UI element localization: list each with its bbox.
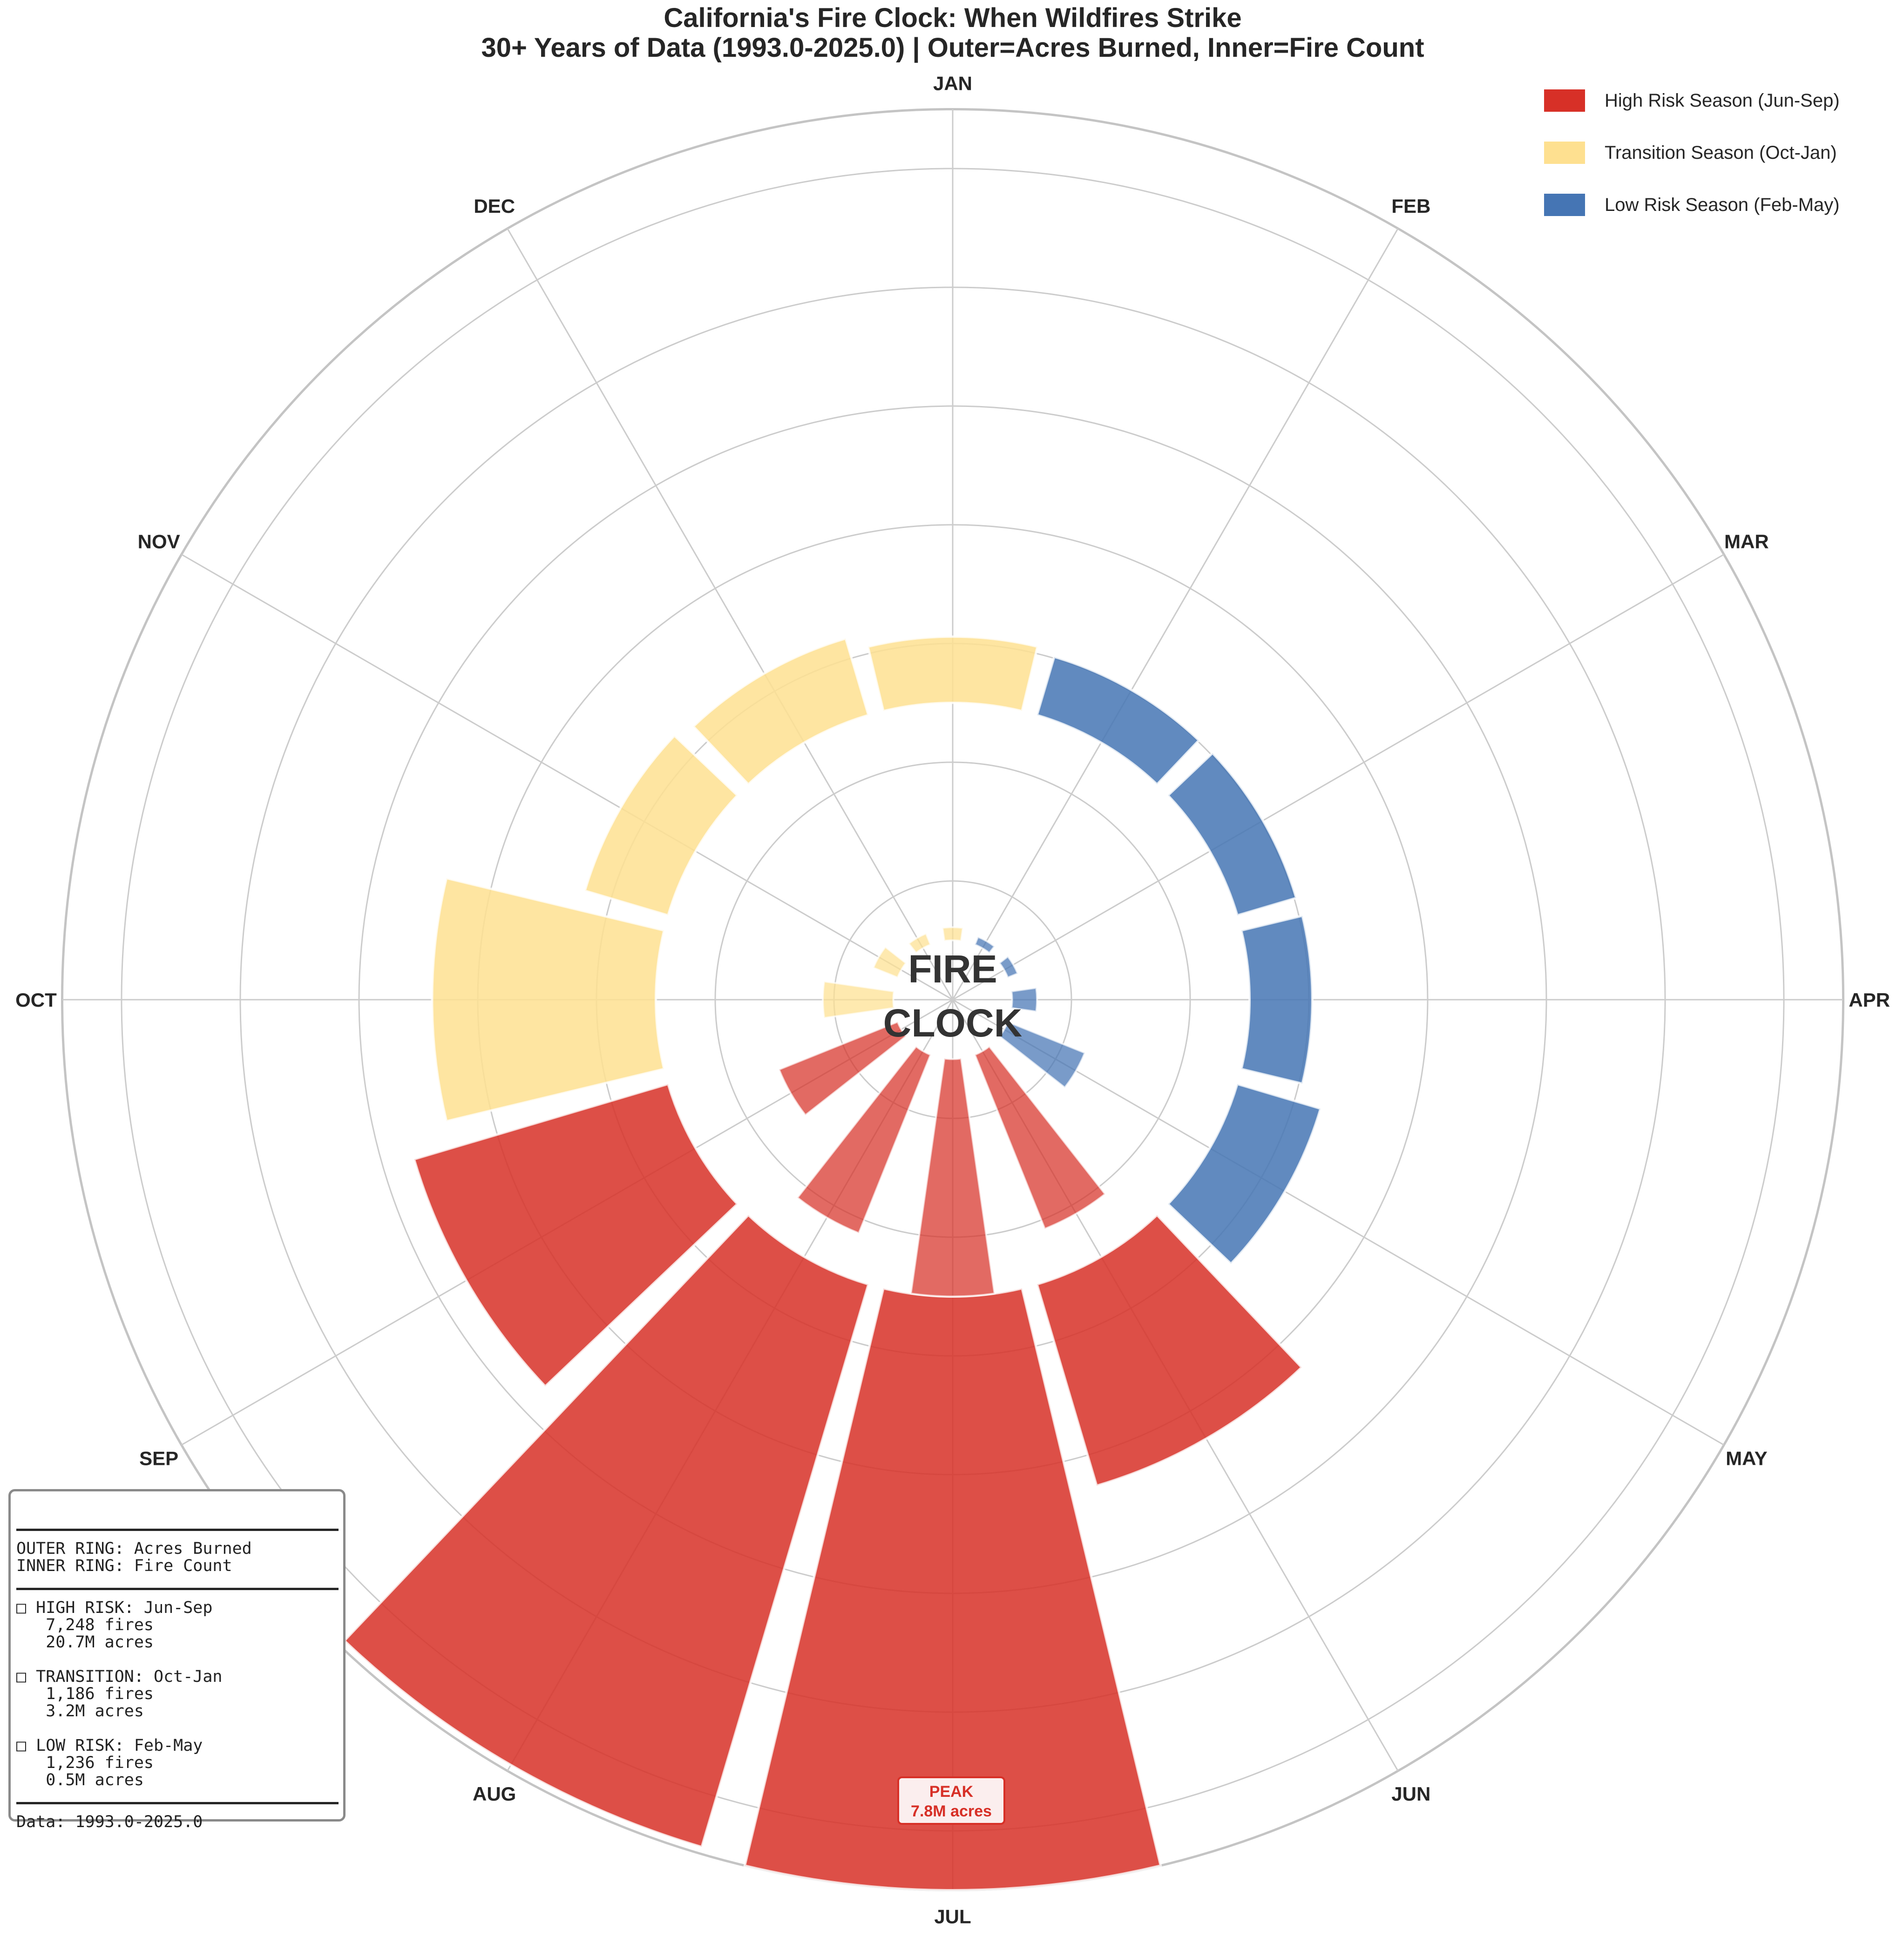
info-high-acres: 20.7M acres <box>16 1633 154 1652</box>
info-trans-fires: 1,186 fires <box>16 1685 154 1703</box>
month-label-apr: APR <box>1849 989 1890 1011</box>
divider <box>16 1802 339 1804</box>
month-label-feb: FEB <box>1391 195 1430 217</box>
info-low-acres: 0.5M acres <box>16 1771 144 1789</box>
acres-bar-may <box>1166 1082 1322 1266</box>
month-label-sep: SEP <box>139 1447 178 1469</box>
legend-item-transition: Transition Season (Oct-Jan) <box>1544 127 1840 179</box>
fires-bar-mar <box>998 955 1019 979</box>
fires-bar-jun <box>973 1045 1107 1230</box>
outer-ring-acres-bars <box>343 635 1322 1891</box>
summary-info-box: OUTER RING: Acres Burned INNER RING: Fir… <box>8 1489 346 1831</box>
acres-bar-sep <box>413 1082 739 1388</box>
grid-spoke <box>507 228 954 1000</box>
fires-bar-oct <box>822 980 895 1019</box>
legend-item-low: Low Risk Season (Feb-May) <box>1544 179 1840 231</box>
center-title-line1: FIRE <box>908 947 997 991</box>
fires-bar-aug <box>796 1045 932 1234</box>
info-outer-ring: OUTER RING: Acres Burned <box>16 1539 252 1558</box>
fires-bar-feb <box>973 935 996 955</box>
month-label-jun: JUN <box>1391 1783 1430 1805</box>
info-trans-acres: 3.2M acres <box>16 1702 144 1720</box>
divider <box>16 1588 339 1590</box>
month-label-dec: DEC <box>474 195 515 217</box>
chart-subtitle: 30+ Years of Data (1993.0-2025.0) | Oute… <box>481 33 1424 63</box>
acres-bar-jan <box>866 635 1039 713</box>
legend-swatch-low <box>1544 194 1585 216</box>
month-label-may: MAY <box>1726 1447 1767 1469</box>
legend-label: Transition Season (Oct-Jan) <box>1605 142 1837 163</box>
legend-item-high: High Risk Season (Jun-Sep) <box>1544 74 1840 127</box>
legend-label: High Risk Season (Jun-Sep) <box>1605 90 1840 111</box>
info-data-range: Data: 1993.0-2025.0 <box>16 1813 203 1831</box>
fires-bar-nov <box>872 945 908 979</box>
month-label-jan: JAN <box>933 72 972 94</box>
acres-bar-apr <box>1240 914 1314 1085</box>
fires-bar-may <box>998 1020 1086 1089</box>
grid-spoke <box>952 228 1399 1000</box>
center-title-line2: CLOCK <box>883 1001 1023 1045</box>
acres-bar-oct <box>431 876 666 1123</box>
fires-bar-jul <box>909 1057 996 1298</box>
legend: High Risk Season (Jun-Sep) Transition Se… <box>1544 74 1840 231</box>
acres-bar-jun <box>1035 1213 1303 1487</box>
grid-spoke <box>952 999 1725 1446</box>
info-high-fires: 7,248 fires <box>16 1616 154 1634</box>
acres-bar-nov <box>583 734 739 917</box>
month-label-jul: JUL <box>934 1906 971 1928</box>
grid-spoke <box>952 554 1725 1001</box>
fires-bar-sep <box>778 1020 908 1117</box>
month-label-nov: NOV <box>138 531 180 553</box>
info-inner-ring: INNER RING: Fire Count <box>16 1557 232 1575</box>
info-trans-title: □ TRANSITION: Oct-Jan <box>16 1667 223 1686</box>
acres-bar-feb <box>1035 655 1201 786</box>
legend-swatch-transition <box>1544 142 1585 164</box>
peak-value: 7.8M acres <box>911 1802 992 1820</box>
acres-bar-mar <box>1166 751 1298 917</box>
month-labels: JAN FEB MAR APR MAY JUN JUL AUG SEP OCT NOV DEC <box>15 72 1890 1927</box>
month-label-mar: MAR <box>1724 531 1769 553</box>
inner-ring-fire-bars <box>778 926 1107 1298</box>
legend-swatch-high <box>1544 89 1585 112</box>
fires-bar-apr <box>1010 987 1038 1013</box>
peak-label: PEAK <box>929 1783 974 1801</box>
acres-bar-aug <box>343 1213 870 1849</box>
grid-spoke <box>181 554 953 1001</box>
fires-bar-dec <box>907 932 932 955</box>
chart-title: California's Fire Clock: When Wildfires … <box>664 3 1242 33</box>
acres-bar-dec <box>691 637 870 786</box>
month-label-oct: OCT <box>15 989 57 1011</box>
divider <box>16 1529 339 1531</box>
info-high-title: □ HIGH RISK: Jun-Sep <box>16 1598 213 1617</box>
month-label-aug: AUG <box>473 1783 516 1805</box>
legend-label: Low Risk Season (Feb-May) <box>1605 194 1840 215</box>
info-low-fires: 1,236 fires <box>16 1754 154 1772</box>
info-low-title: □ LOW RISK: Feb-May <box>16 1736 203 1755</box>
peak-annotation: PEAK 7.8M acres <box>897 1776 1005 1825</box>
fires-bar-jan <box>941 926 964 942</box>
